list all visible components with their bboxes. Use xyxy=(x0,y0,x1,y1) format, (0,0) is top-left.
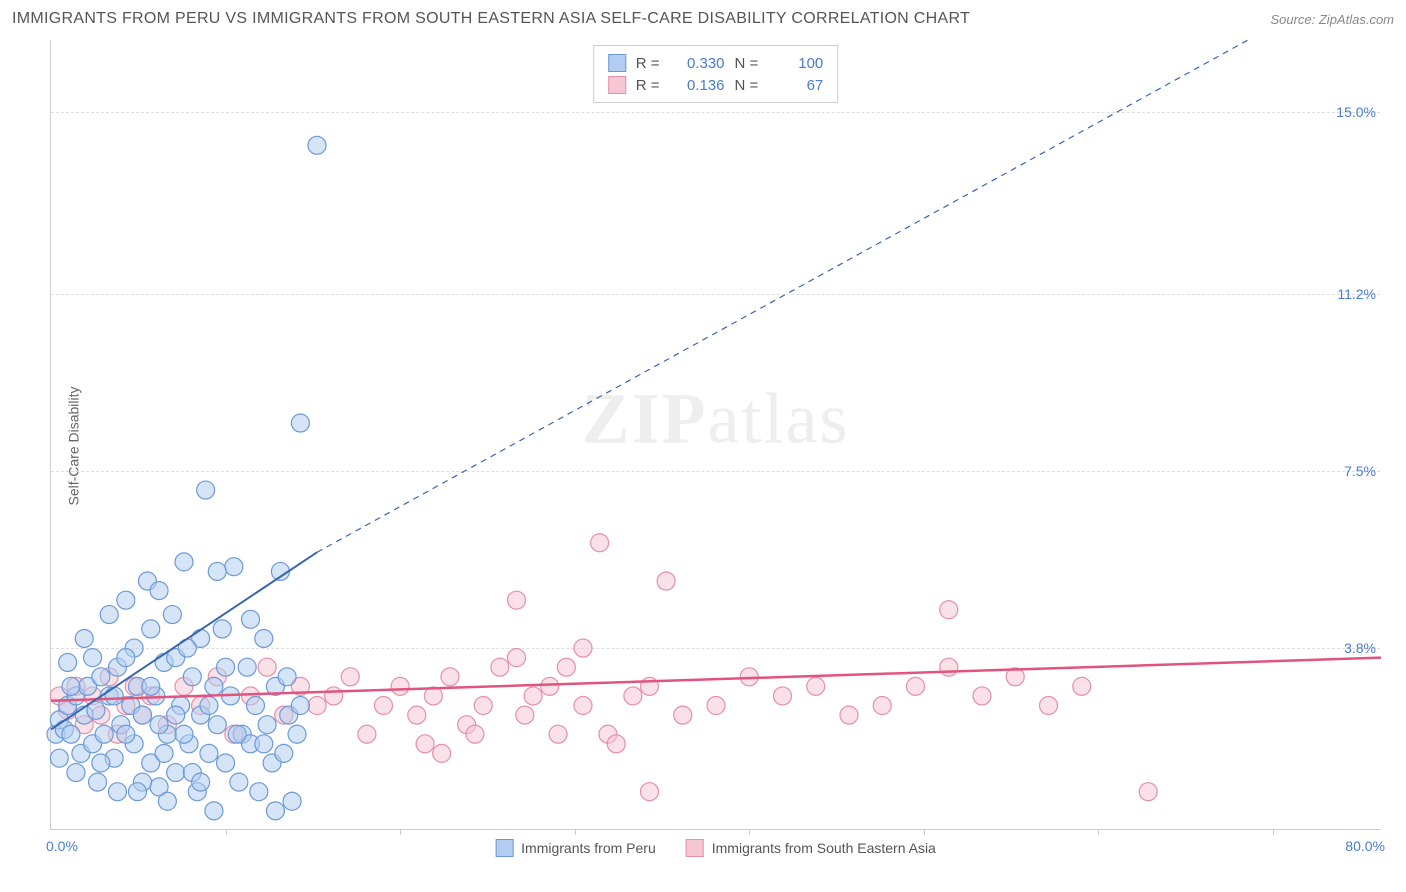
legend-swatch-peru-icon xyxy=(495,839,513,857)
x-min-label: 0.0% xyxy=(46,838,78,854)
legend-swatch-peru xyxy=(608,54,626,72)
legend-label-sea: Immigrants from South Eastern Asia xyxy=(712,840,936,856)
scatter-chart xyxy=(51,40,1380,829)
x-max-label: 80.0% xyxy=(1345,838,1385,854)
legend-swatch-sea xyxy=(608,76,626,94)
legend-label-peru: Immigrants from Peru xyxy=(521,840,656,856)
source-label: Source: ZipAtlas.com xyxy=(1270,12,1394,27)
series-legend: Immigrants from Peru Immigrants from Sou… xyxy=(495,839,936,857)
legend-swatch-sea-icon xyxy=(686,839,704,857)
stats-legend: R = 0.330 N = 100 R = 0.136 N = 67 xyxy=(593,45,839,103)
chart-title: IMMIGRANTS FROM PERU VS IMMIGRANTS FROM … xyxy=(12,10,970,28)
plot-area: ZIPatlas 3.8%7.5%11.2%15.0% R = 0.330 N … xyxy=(50,40,1380,830)
